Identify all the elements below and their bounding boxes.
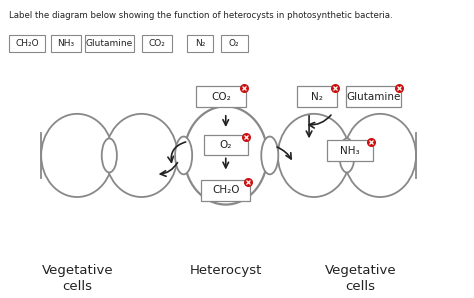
Text: Vegetative
cells: Vegetative cells	[42, 264, 113, 293]
Ellipse shape	[339, 138, 355, 173]
Bar	[201, 180, 250, 201]
Ellipse shape	[175, 136, 192, 174]
Text: CH₂O: CH₂O	[212, 185, 239, 195]
Text: N₂: N₂	[195, 39, 205, 48]
Ellipse shape	[106, 114, 177, 197]
Bar	[51, 35, 81, 52]
Bar	[204, 135, 247, 156]
Bar	[297, 86, 337, 107]
Ellipse shape	[41, 114, 113, 197]
Ellipse shape	[261, 136, 278, 174]
Text: Glutamine: Glutamine	[86, 39, 133, 48]
Bar	[187, 35, 213, 52]
Bar	[221, 35, 247, 52]
Text: CH₂O: CH₂O	[15, 39, 39, 48]
Text: CO₂: CO₂	[211, 92, 231, 102]
Text: Vegetative
cells: Vegetative cells	[325, 264, 396, 293]
Ellipse shape	[344, 114, 416, 197]
Text: Heterocyst: Heterocyst	[190, 264, 262, 277]
Bar	[9, 35, 45, 52]
Text: NH₃: NH₃	[57, 39, 74, 48]
Text: O₂: O₂	[219, 140, 232, 150]
Bar	[196, 86, 246, 107]
Ellipse shape	[278, 114, 350, 197]
Text: Label the diagram below showing the function of heterocysts in photosynthetic ba: Label the diagram below showing the func…	[9, 11, 392, 20]
Ellipse shape	[102, 138, 117, 173]
Text: CO₂: CO₂	[148, 39, 165, 48]
Text: Glutamine: Glutamine	[346, 92, 401, 102]
Ellipse shape	[184, 106, 267, 204]
Text: O₂: O₂	[229, 39, 239, 48]
Bar	[346, 86, 401, 107]
Text: NH₃: NH₃	[340, 146, 360, 156]
Bar	[85, 35, 134, 52]
Bar	[142, 35, 172, 52]
Bar	[327, 140, 373, 161]
Text: N₂: N₂	[311, 92, 323, 102]
